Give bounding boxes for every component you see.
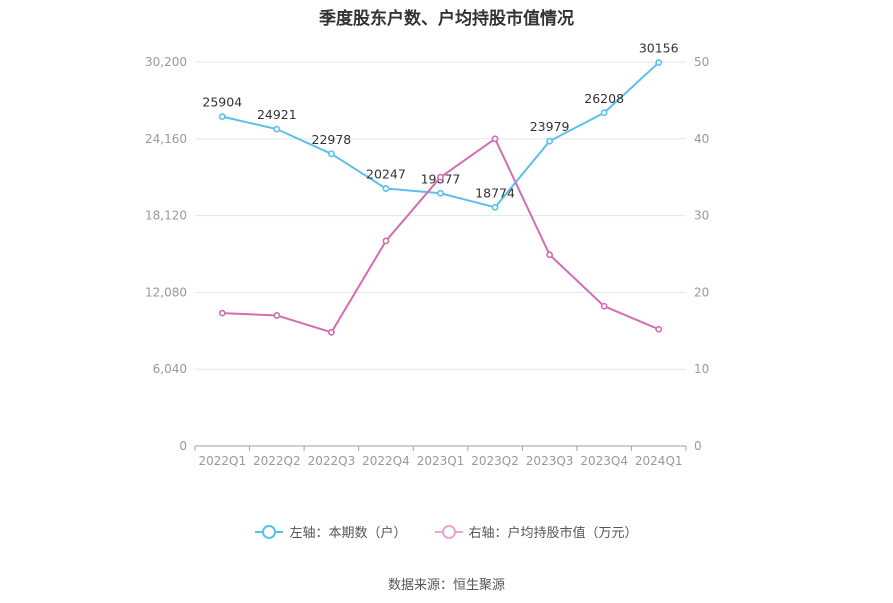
data-point-right <box>655 325 663 333</box>
data-label: 23979 <box>530 119 570 134</box>
legend-item-left-series[interactable]: 左轴：本期数（户） <box>255 522 407 541</box>
data-label: 20247 <box>366 167 406 182</box>
y-left-tick-label: 30,200 <box>145 55 187 69</box>
x-tick-label: 2023Q1 <box>417 454 465 468</box>
data-point-left <box>437 189 444 197</box>
legend-swatch-right-icon <box>434 524 463 539</box>
x-tick-label: 2022Q4 <box>362 454 410 468</box>
y-left-tick-label: 24,160 <box>145 132 187 146</box>
y-left-tick-label: 12,080 <box>145 285 187 299</box>
data-point-right <box>273 312 281 319</box>
data-point-right <box>218 309 226 317</box>
x-tick-label: 2023Q4 <box>580 454 628 468</box>
data-point-left <box>327 150 335 158</box>
data-label: 25904 <box>202 95 242 110</box>
line-chart: 0 0 6,040 10 12,080 20 18,120 30 24,160 40 30,200 5… <box>145 41 709 468</box>
legend-swatch-left-icon <box>255 524 284 539</box>
x-tick-label: 2022Q1 <box>198 454 246 468</box>
data-label: 24921 <box>257 107 297 122</box>
legend-label-right-series: 右轴：户均持股市值（万元） <box>468 526 638 541</box>
data-source: 数据来源：恒生聚源 <box>387 578 505 593</box>
chart-title: 季度股东户数、户均持股市值情况 <box>319 9 574 29</box>
x-tick-label: 2022Q3 <box>308 454 356 468</box>
y-right-tick-label: 0 <box>694 439 702 453</box>
legend: 左轴：本期数（户） 右轴：户均持股市值（万元） <box>0 522 893 541</box>
y-right-tick-label: 20 <box>694 285 709 299</box>
data-point-right <box>546 251 554 259</box>
data-point-left <box>218 113 226 121</box>
data-label: 26208 <box>584 91 624 106</box>
y-right-tick-label: 10 <box>694 362 709 376</box>
x-tick-label: 2023Q3 <box>526 454 574 468</box>
y-left-tick-label: 0 <box>179 439 187 453</box>
data-point-left <box>273 125 281 133</box>
data-point-left <box>600 109 608 117</box>
y-right-tick-label: 50 <box>694 55 709 69</box>
y-right-tick-label: 40 <box>694 132 709 146</box>
data-point-right <box>491 135 499 143</box>
data-point-right <box>327 328 335 336</box>
data-point-right <box>382 237 390 245</box>
data-point-left <box>655 59 663 66</box>
y-left-tick-label: 18,120 <box>145 209 187 223</box>
data-label: 22978 <box>312 132 352 147</box>
data-point-right <box>600 302 608 310</box>
data-point-left <box>382 185 390 192</box>
legend-label-left-series: 左轴：本期数（户） <box>289 526 407 541</box>
data-point-left <box>491 203 499 211</box>
data-label: 18774 <box>475 185 515 200</box>
y-left-tick-label: 6,040 <box>153 362 187 376</box>
y-right-tick-label: 30 <box>694 209 709 223</box>
data-point-right <box>437 173 444 181</box>
x-tick-label: 2023Q2 <box>471 454 519 468</box>
data-label: 30156 <box>639 41 679 56</box>
legend-item-right-series[interactable]: 右轴：户均持股市值（万元） <box>434 522 638 541</box>
series-line-right <box>222 137 660 334</box>
x-tick-label: 2024Q1 <box>635 454 683 468</box>
x-tick-label: 2022Q2 <box>253 454 301 468</box>
data-point-left <box>546 137 554 145</box>
